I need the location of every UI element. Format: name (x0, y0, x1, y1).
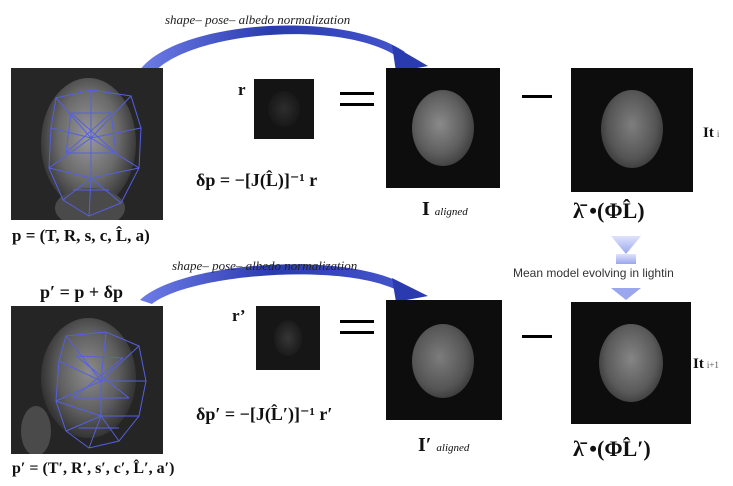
bottom-input-face-image (11, 306, 163, 454)
top-normalization-label: shape– pose– albedo normalization (165, 12, 351, 27)
top-aligned-image (386, 68, 500, 188)
top-residual-symbol: r (238, 80, 246, 99)
top-equals-sign (340, 90, 374, 108)
top-face-mesh (48, 89, 142, 217)
top-aligned-label: I aligned (422, 198, 468, 221)
mean-model-arrow (611, 236, 641, 300)
top-iteration-label: It i (703, 125, 719, 142)
top-minus-sign (522, 95, 552, 98)
top-parameter-label: p = (T, R, s, c, L̂, a) (12, 226, 150, 245)
bottom-iteration-label: It i+1 (693, 356, 719, 373)
bottom-model-image (571, 302, 691, 424)
bottom-parameter-label: p′ = (T′, R′, s′, c′, L̂′, a′) (12, 460, 175, 477)
bottom-normalization-arrow (140, 264, 428, 304)
bottom-residual-image (256, 306, 320, 370)
bottom-iteration-subscript: i+1 (706, 360, 719, 370)
bottom-aligned-label: I′ aligned (418, 434, 469, 457)
top-iteration-subscript: i (716, 129, 720, 139)
bottom-face-mesh (55, 331, 147, 449)
bottom-update-equation: δp′ = −[J(L̂′)]⁻¹ r′ (196, 404, 333, 424)
bottom-aligned-symbol: I′ (418, 434, 432, 456)
top-model-label: λ̄ •(ΦL̂) (573, 198, 645, 223)
top-aligned-symbol: I (422, 198, 430, 220)
mean-model-label: Mean model evolving in lightin (513, 266, 674, 280)
top-normalization-arrow (140, 25, 428, 75)
top-iteration-text: It (703, 125, 714, 141)
top-residual-image (254, 79, 314, 139)
bottom-aligned-image (386, 300, 502, 420)
bottom-residual-symbol: r’ (232, 306, 246, 325)
bottom-iteration-text: It (693, 356, 704, 372)
top-update-equation: δp = −[J(L̂)]⁻¹ r (196, 170, 318, 190)
bottom-model-label: λ̄ •(ΦL̂′) (573, 436, 651, 461)
top-model-image (571, 68, 693, 192)
bottom-equals-sign (340, 318, 374, 336)
parameter-update-label: p′ = p + δp (40, 282, 123, 302)
bottom-aligned-subscript: aligned (436, 442, 470, 454)
top-input-face-image (11, 68, 163, 220)
bottom-normalization-label: shape– pose– albedo normalization (172, 258, 358, 273)
top-aligned-subscript: aligned (434, 206, 468, 218)
bottom-minus-sign (522, 335, 552, 338)
